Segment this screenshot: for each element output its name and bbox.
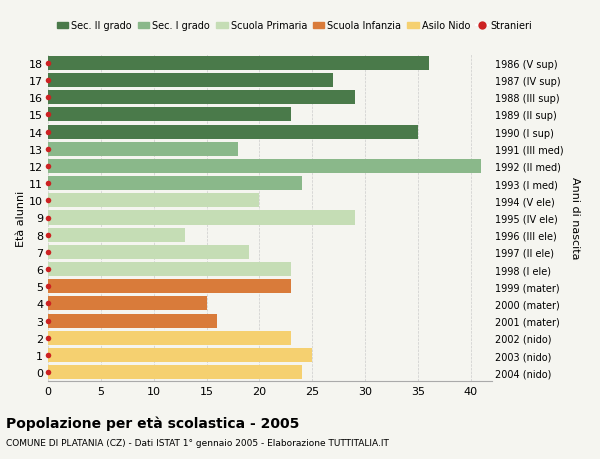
Bar	[48, 297, 206, 311]
Text: Popolazione per età scolastica - 2005: Popolazione per età scolastica - 2005	[6, 415, 299, 430]
Bar	[48, 263, 291, 276]
Bar	[48, 280, 291, 294]
Bar	[48, 125, 418, 139]
Bar	[48, 314, 217, 328]
Bar	[48, 245, 249, 259]
Y-axis label: Età alunni: Età alunni	[16, 190, 26, 246]
Bar	[48, 194, 259, 208]
Legend: Sec. II grado, Sec. I grado, Scuola Primaria, Scuola Infanzia, Asilo Nido, Stran: Sec. II grado, Sec. I grado, Scuola Prim…	[53, 17, 536, 35]
Bar	[48, 74, 334, 88]
Y-axis label: Anni di nascita: Anni di nascita	[570, 177, 580, 259]
Bar	[48, 228, 185, 242]
Bar	[48, 365, 302, 380]
Bar	[48, 108, 291, 122]
Text: COMUNE DI PLATANIA (CZ) - Dati ISTAT 1° gennaio 2005 - Elaborazione TUTTITALIA.I: COMUNE DI PLATANIA (CZ) - Dati ISTAT 1° …	[6, 438, 389, 448]
Bar	[48, 331, 291, 345]
Bar	[48, 177, 302, 191]
Bar	[48, 211, 355, 225]
Bar	[48, 348, 312, 362]
Bar	[48, 160, 481, 174]
Bar	[48, 56, 428, 71]
Bar	[48, 142, 238, 157]
Bar	[48, 91, 355, 105]
